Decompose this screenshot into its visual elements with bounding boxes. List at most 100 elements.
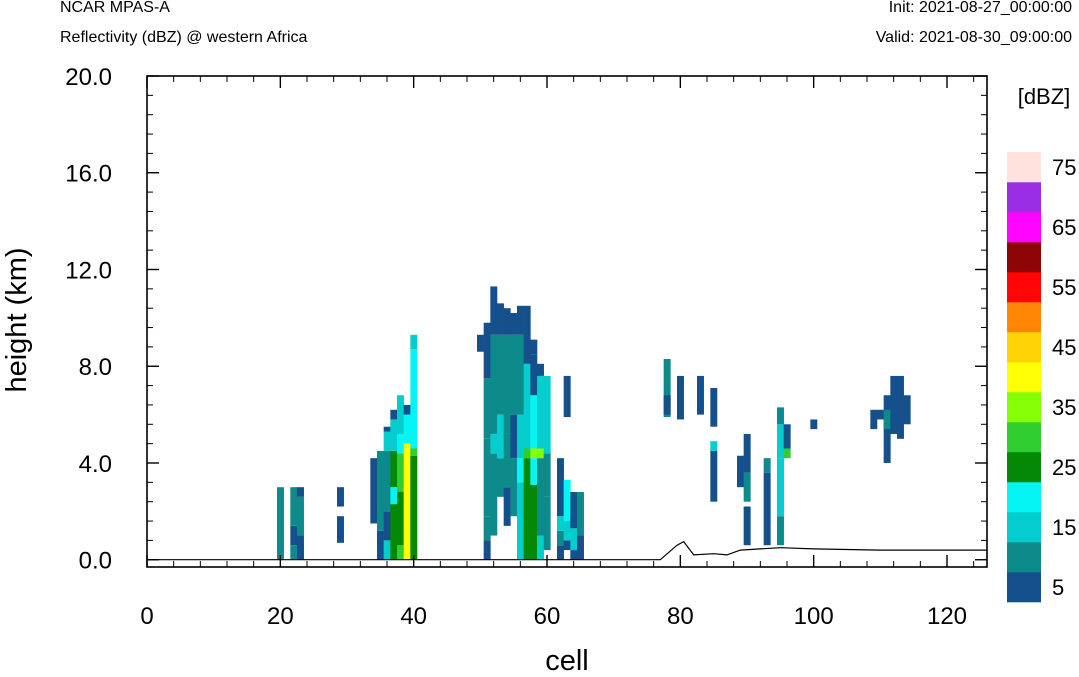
reflectivity-cell (410, 334, 418, 350)
reflectivity-cell (510, 334, 518, 415)
colorbar-label: 5 (1052, 575, 1064, 600)
reflectivity-cell (297, 487, 304, 497)
y-axis-title: height (km) (1, 247, 33, 392)
reflectivity-cell (410, 448, 418, 456)
colorbar-swatch (1007, 242, 1041, 273)
reflectivity-cell (497, 414, 504, 459)
y-tick-label: 8.0 (79, 354, 112, 381)
reflectivity-cell (337, 487, 344, 507)
reflectivity-cell (530, 354, 538, 396)
reflectivity-cell (777, 424, 784, 459)
y-tick-label: 4.0 (79, 451, 112, 478)
reflectivity-cell (383, 450, 391, 512)
reflectivity-cell (710, 441, 718, 451)
reflectivity-cell (543, 375, 551, 454)
reflectivity-cell (563, 375, 571, 418)
reflectivity-cell (557, 458, 564, 517)
reflectivity-cell (530, 339, 538, 355)
reflectivity-cell (710, 450, 718, 502)
colorbar-label: 25 (1052, 455, 1076, 480)
reflectivity-cell (537, 535, 544, 560)
reflectivity-cell (517, 458, 524, 483)
reflectivity-cell (530, 448, 538, 459)
plot-frame (146, 75, 988, 568)
colorbar-swatch (1007, 152, 1041, 183)
reflectivity-cell (677, 375, 684, 420)
reflectivity-cell (510, 458, 518, 517)
reflectivity-cell (503, 308, 511, 335)
y-tick-label: 0.0 (79, 548, 112, 575)
reflectivity-cell (537, 458, 544, 536)
reflectivity-cell (390, 409, 398, 420)
reflectivity-cell (397, 492, 404, 546)
colorbar-swatch (1007, 362, 1041, 393)
terrain-line (147, 540, 987, 561)
colorbar-label: 65 (1052, 215, 1076, 240)
colorbar-label: 35 (1052, 395, 1076, 420)
reflectivity-cell (490, 286, 498, 335)
reflectivity-cell (410, 455, 418, 560)
reflectivity-cell (570, 528, 578, 551)
x-tick-labels: 0 20 40 60 80 100 120 (140, 603, 967, 630)
colorbar-swatch (1007, 452, 1041, 483)
reflectivity-cell (577, 492, 584, 536)
reflectivity-cell (870, 409, 878, 430)
reflectivity-cell (517, 334, 524, 415)
colorbar-swatch (1007, 302, 1041, 333)
colorbar-label: 15 (1052, 515, 1076, 540)
reflectivity-cell (530, 484, 538, 560)
reflectivity-cell (697, 375, 704, 415)
reflectivity-cell (390, 450, 398, 488)
colorbar-swatch (1007, 482, 1041, 513)
reflectivity-cell (517, 305, 524, 335)
reflectivity-cell (543, 453, 551, 497)
colorbar-swatch (1007, 392, 1041, 423)
colorbar-swatch (1007, 212, 1041, 243)
reflectivity-cell (517, 414, 524, 459)
reflectivity-cell (563, 521, 571, 541)
reflectivity-cell (483, 516, 491, 541)
reflectivity-cell (390, 487, 398, 505)
reflectivity-cell (510, 414, 518, 459)
reflectivity-cell (517, 482, 524, 560)
reflectivity-cell (397, 433, 404, 454)
reflectivity-cell (383, 431, 391, 451)
x-tick-label: 100 (794, 603, 834, 630)
y-tick-label: 12.0 (65, 257, 112, 284)
reflectivity-cell (290, 545, 298, 560)
model-title: NCAR MPAS-A (60, 0, 170, 16)
reflectivity-cell (290, 525, 298, 546)
colorbar-labels: 5 15 25 35 45 55 65 75 (1052, 155, 1076, 600)
reflectivity-cell (383, 540, 391, 560)
x-tick-label: 60 (534, 603, 561, 630)
reflectivity-cell (403, 414, 411, 444)
reflectivity-cell (743, 433, 751, 473)
reflectivity-cell (563, 540, 571, 551)
reflectivity-cell (337, 516, 344, 543)
reflectivity-cell (810, 419, 818, 430)
reflectivity-cell (483, 322, 491, 379)
reflectivity-cell (383, 426, 391, 432)
reflectivity-cell (783, 424, 791, 449)
reflectivity-cell (370, 458, 378, 524)
reflectivity-cell (483, 540, 491, 560)
reflectivity-cell (403, 404, 411, 415)
colorbar (1007, 152, 1041, 603)
reflectivity-cell (483, 438, 491, 517)
reflectivity-cell (570, 492, 578, 529)
reflectivity-cell (490, 334, 498, 434)
reflectivity-cell (523, 448, 531, 459)
reflectivity-cell (777, 407, 784, 425)
x-tick-label: 80 (667, 603, 694, 630)
reflectivity-cell (523, 363, 531, 449)
reflectivity-cell (397, 395, 404, 434)
reflectivity-cell (763, 458, 771, 473)
reflectivity-cell (477, 334, 484, 352)
reflectivity-cell (503, 433, 511, 488)
reflectivity-cell (783, 448, 791, 459)
reflectivity-cell (557, 530, 564, 546)
colorbar-swatch (1007, 572, 1041, 603)
reflectivity-cell (877, 409, 884, 420)
reflectivity-cell (537, 375, 544, 449)
reflectivity-cell (763, 472, 771, 546)
